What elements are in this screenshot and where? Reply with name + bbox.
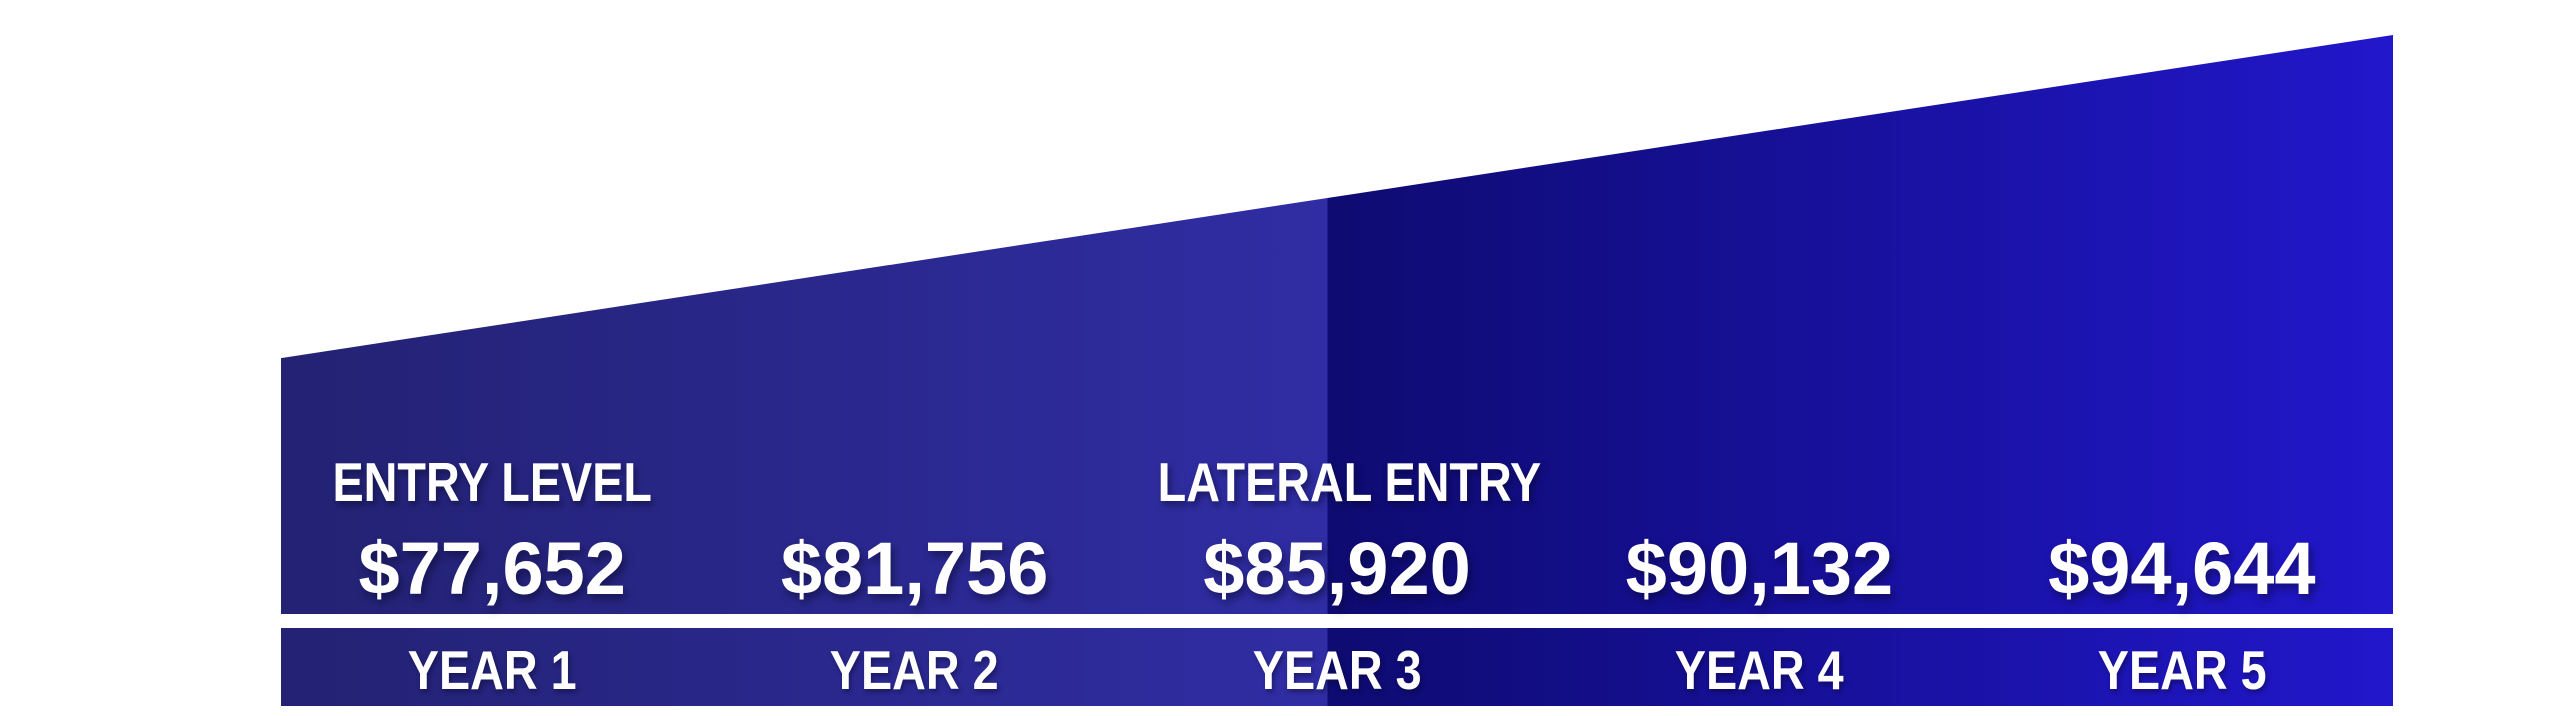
entry-level-label: ENTRY LEVEL <box>332 451 652 513</box>
year-label-5: YEAR 5 <box>2097 639 2267 701</box>
salary-column-year-4: $90,132 <box>1548 0 1970 716</box>
year-label-4: YEAR 4 <box>1674 639 1844 701</box>
year-axis-bar: YEAR 1 YEAR 2 YEAR 3 YEAR 4 YEAR 5 <box>281 628 2393 706</box>
salary-columns: ENTRY LEVEL $77,652 $81,756 LATERAL ENTR… <box>281 0 2393 716</box>
salary-amount-year-3: $85,920 <box>1203 527 1471 610</box>
salary-amount-year-4: $90,132 <box>1625 527 1894 610</box>
year-label-3: YEAR 3 <box>1252 639 1422 701</box>
lateral-entry-label: LATERAL ENTRY <box>1157 451 1542 513</box>
salary-column-year-3: LATERAL ENTRY $85,920 <box>1126 0 1548 716</box>
salary-amount-year-5: $94,644 <box>2048 527 2316 610</box>
salary-amount-year-1: $77,652 <box>358 527 626 610</box>
salary-column-year-2: $81,756 <box>703 0 1125 716</box>
year-label-1: YEAR 1 <box>407 639 577 701</box>
year-label-2: YEAR 2 <box>830 639 1000 701</box>
salary-column-year-1: ENTRY LEVEL $77,652 <box>281 0 703 716</box>
salary-amount-year-2: $81,756 <box>780 527 1049 610</box>
salary-column-year-5: $94,644 <box>1971 0 2393 716</box>
